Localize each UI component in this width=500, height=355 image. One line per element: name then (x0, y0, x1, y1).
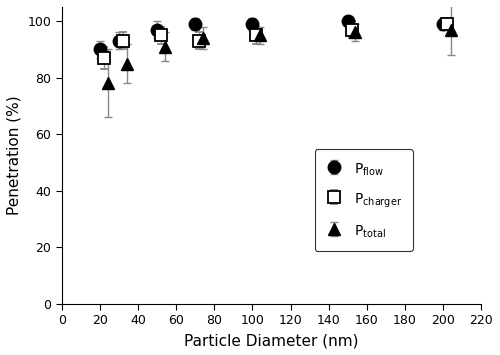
Y-axis label: Penetration (%): Penetration (%) (7, 96, 22, 215)
X-axis label: Particle Diameter (nm): Particle Diameter (nm) (184, 333, 358, 348)
Legend: P$_\mathrm{flow}$, P$_\mathrm{charger}$, P$_\mathrm{total}$: P$_\mathrm{flow}$, P$_\mathrm{charger}$,… (314, 149, 413, 251)
